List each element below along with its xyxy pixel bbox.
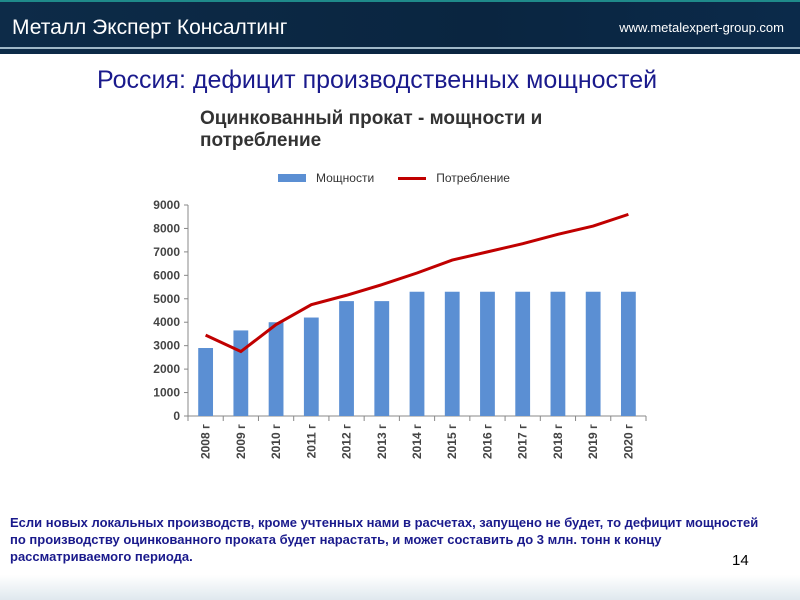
page-number: 14 <box>732 552 749 569</box>
chart-title: Оцинкованный прокат - мощности и потребл… <box>200 108 543 151</box>
y-tick-label: 0 <box>173 409 180 423</box>
x-tick-label: 2017 г <box>516 424 530 459</box>
bar-capacity <box>480 291 495 416</box>
bar-capacity <box>515 291 531 416</box>
x-tick-label: 2019 г <box>586 424 600 459</box>
bar-capacity <box>620 291 636 416</box>
bar-capacity <box>444 291 460 416</box>
y-tick-label: 3000 <box>153 339 180 353</box>
y-tick-label: 6000 <box>153 268 180 282</box>
x-tick-label: 2018 г <box>551 424 565 459</box>
y-tick-label: 7000 <box>153 245 180 259</box>
bar-capacity <box>303 317 319 416</box>
legend-swatch-line <box>398 176 427 180</box>
bar-capacity <box>585 291 601 416</box>
slide-note: Если новых локальных производств, кроме … <box>10 515 759 564</box>
bar-capacity <box>550 291 566 416</box>
x-tick-label: 2015 г <box>445 424 459 459</box>
y-tick-label: 4000 <box>153 315 180 329</box>
x-tick-label: 2011 г <box>304 424 318 458</box>
x-tick-label: 2016 г <box>480 424 494 459</box>
slide-title: Россия: дефицит производственных мощност… <box>97 66 658 94</box>
bar-capacity <box>268 322 284 416</box>
bar-capacity <box>198 348 214 416</box>
company-logo: Металл Эксперт Консалтинг <box>12 16 288 39</box>
chart-legend: Мощности Потребление <box>278 171 510 185</box>
x-tick-label: 2009 г <box>234 424 248 459</box>
legend-swatch-bar <box>278 174 306 182</box>
website-url: www.metalexpert-group.com <box>619 20 784 35</box>
legend-label-consumption: Потребление <box>436 171 510 185</box>
x-tick-label: 2014 г <box>410 424 424 459</box>
y-tick-label: 9000 <box>153 198 180 212</box>
bar-capacity <box>409 291 425 416</box>
bar-capacity <box>374 301 390 416</box>
x-tick-label: 2008 г <box>199 424 213 459</box>
x-tick-label: 2010 г <box>269 424 283 459</box>
y-tick-label: 8000 <box>153 221 180 235</box>
header-divider <box>0 47 800 49</box>
x-tick-label: 2012 г <box>340 424 354 459</box>
y-tick-label: 2000 <box>153 362 180 376</box>
footer-band <box>0 575 800 600</box>
x-tick-label: 2013 г <box>375 424 389 459</box>
x-tick-label: 2020 г <box>621 424 635 459</box>
bar-capacity <box>233 330 249 416</box>
bar-capacity <box>339 301 354 416</box>
y-tick-label: 5000 <box>153 292 180 306</box>
legend-label-capacity: Мощности <box>316 171 375 185</box>
y-tick-label: 1000 <box>153 386 180 400</box>
header-bar: Металл Эксперт Консалтинг www.metalexper… <box>0 0 800 54</box>
chart-svg: 0 1000 2000 3000 4000 5000 6000 7000 8000 9000 200… <box>153 198 647 459</box>
